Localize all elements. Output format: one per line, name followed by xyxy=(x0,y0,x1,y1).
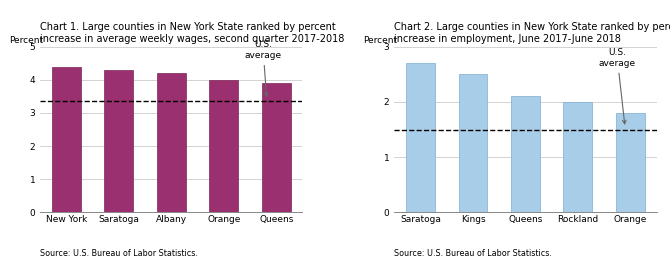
Bar xyxy=(406,63,435,212)
Bar xyxy=(262,83,291,212)
Bar xyxy=(105,70,133,212)
Bar xyxy=(511,96,540,212)
Text: Source: U.S. Bureau of Labor Statistics.: Source: U.S. Bureau of Labor Statistics. xyxy=(40,249,198,258)
Text: U.S.
average: U.S. average xyxy=(245,40,281,96)
Bar xyxy=(210,80,239,212)
Text: U.S.
average: U.S. average xyxy=(599,48,636,124)
Text: Chart 2. Large counties in New York State ranked by percent
increase in employme: Chart 2. Large counties in New York Stat… xyxy=(395,22,670,45)
Bar xyxy=(157,73,186,212)
Text: Percent: Percent xyxy=(363,36,397,45)
Text: Percent: Percent xyxy=(9,36,43,45)
Text: Source: U.S. Bureau of Labor Statistics.: Source: U.S. Bureau of Labor Statistics. xyxy=(395,249,552,258)
Bar xyxy=(563,102,592,212)
Text: Chart 1. Large counties in New York State ranked by percent
increase in average : Chart 1. Large counties in New York Stat… xyxy=(40,22,344,45)
Bar xyxy=(52,67,81,212)
Bar xyxy=(616,113,645,212)
Bar xyxy=(458,74,487,212)
